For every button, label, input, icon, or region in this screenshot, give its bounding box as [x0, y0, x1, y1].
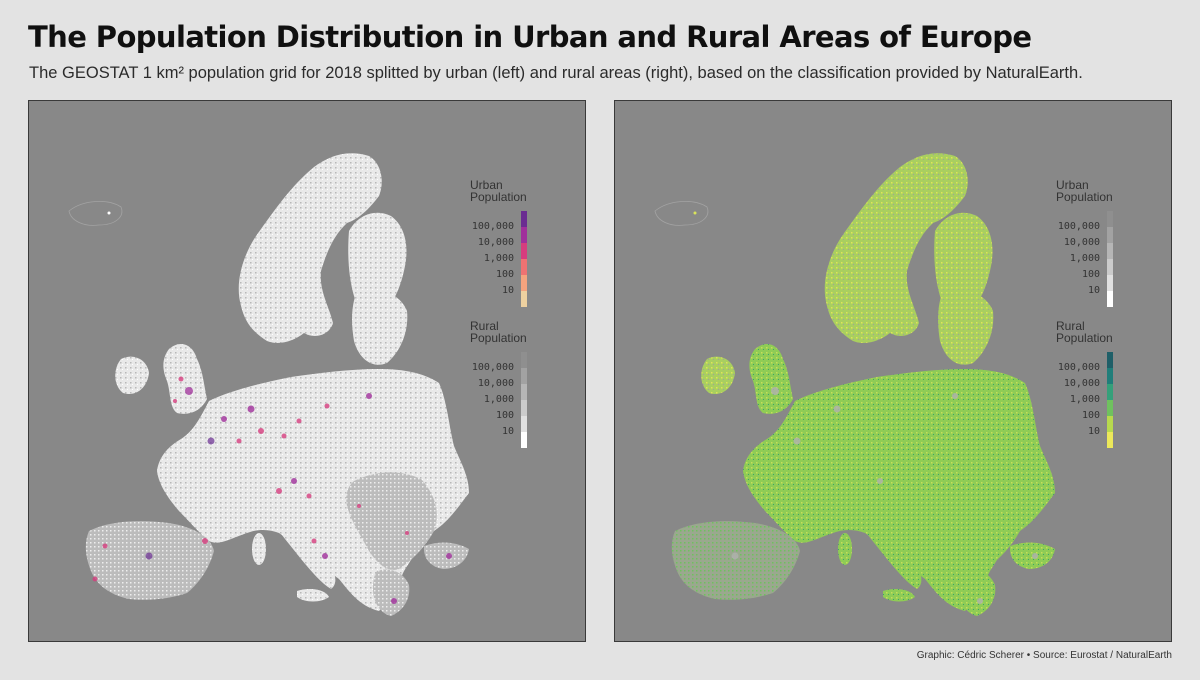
- legend-tick-10000: 10,000: [477, 378, 514, 389]
- legend-title: Rural Population: [470, 319, 527, 345]
- legend-ticks: 100,000 10,000 1,000 100 10: [1056, 360, 1100, 440]
- legend-ticks: 100,000 10,000 1,000 100 10: [470, 360, 514, 440]
- urban-population-legend: Urban Population 100,000 10,000 1,000 10…: [470, 179, 580, 307]
- legend-swatch: [1107, 432, 1113, 448]
- ireland-land: [115, 356, 149, 395]
- legend-swatch: [521, 400, 527, 416]
- legend-color-bar: [521, 211, 527, 307]
- legend-tick-10000: 10,000: [1063, 237, 1100, 248]
- legend-title: Rural Population: [1056, 319, 1113, 345]
- urban-gaps: [693, 211, 1038, 604]
- legend-swatch: [1107, 243, 1113, 259]
- legend-swatch: [521, 291, 527, 307]
- legend-tick-10: 10: [501, 426, 514, 437]
- page-title: The Population Distribution in Urban and…: [28, 20, 1032, 54]
- greece-land: [373, 569, 410, 616]
- legend-title: Urban Population: [1056, 178, 1113, 204]
- legend-tick-1000: 1,000: [1069, 253, 1100, 264]
- europe-urban-map: [68, 153, 469, 616]
- legend-swatch: [521, 352, 527, 368]
- land-masses: [68, 153, 469, 616]
- legend-tick-1000: 1,000: [483, 394, 514, 405]
- legend-tick-100: 100: [495, 410, 514, 421]
- legend-tick-100: 100: [1081, 410, 1100, 421]
- land-masses: [654, 153, 1055, 616]
- legend-swatch: [1107, 416, 1113, 432]
- urban-map-panel: Urban Population 100,000 10,000 1,000 10…: [28, 100, 586, 642]
- page-subtitle: The GEOSTAT 1 km² population grid for 20…: [29, 64, 1083, 82]
- rural-population-legend: Rural Population 100,000 10,000 1,000 10…: [470, 320, 580, 448]
- legend-color-bar: [521, 352, 527, 448]
- iceland-land: [68, 201, 123, 226]
- legend-swatch: [1107, 291, 1113, 307]
- legend-swatch: [1107, 227, 1113, 243]
- baltics-land: [352, 289, 408, 365]
- legend-tick-100: 100: [495, 269, 514, 280]
- italy-land: [270, 500, 336, 589]
- urban-hotspots: [92, 211, 452, 604]
- legend-tick-10000: 10,000: [1063, 378, 1100, 389]
- legend-swatch: [1107, 211, 1113, 227]
- legend-ticks: 100,000 10,000 1,000 100 10: [1056, 219, 1100, 299]
- legend-color-bar: [1107, 352, 1113, 448]
- legend-tick-10: 10: [501, 285, 514, 296]
- legend-tick-100000: 100,000: [471, 221, 514, 232]
- legend-swatch: [521, 243, 527, 259]
- legend-tick-100000: 100,000: [1057, 362, 1100, 373]
- source-caption: Graphic: Cédric Scherer • Source: Eurost…: [916, 650, 1172, 661]
- legend-swatch: [1107, 368, 1113, 384]
- legend-tick-100: 100: [1081, 269, 1100, 280]
- legend-swatch: [521, 211, 527, 227]
- finland-land: [348, 212, 407, 313]
- legend-swatch: [521, 432, 527, 448]
- legend-tick-10: 10: [1087, 426, 1100, 437]
- legend-ticks: 100,000 10,000 1,000 100 10: [470, 219, 514, 299]
- legend-swatch: [521, 275, 527, 291]
- legend-title: Urban Population: [470, 178, 527, 204]
- legend-swatch: [521, 259, 527, 275]
- legend-swatch: [1107, 352, 1113, 368]
- scandinavia-land: [238, 153, 382, 344]
- legend-tick-1000: 1,000: [483, 253, 514, 264]
- balkans-land: [346, 472, 437, 570]
- iberia-land: [85, 521, 214, 600]
- legend-color-bar: [1107, 211, 1113, 307]
- legend-swatch: [521, 384, 527, 400]
- legend-tick-100000: 100,000: [471, 362, 514, 373]
- legend-tick-100000: 100,000: [1057, 221, 1100, 232]
- legend-tick-10000: 10,000: [477, 237, 514, 248]
- legend-swatch: [521, 368, 527, 384]
- legend-tick-1000: 1,000: [1069, 394, 1100, 405]
- rural-map-panel: Urban Population 100,000 10,000 1,000 10…: [614, 100, 1172, 642]
- rural-population-legend: Rural Population 100,000 10,000 1,000 10…: [1056, 320, 1166, 448]
- europe-rural-map: [654, 153, 1055, 616]
- legend-swatch: [1107, 275, 1113, 291]
- legend-swatch: [1107, 259, 1113, 275]
- legend-tick-10: 10: [1087, 285, 1100, 296]
- britain-land: [163, 344, 207, 414]
- urban-population-legend: Urban Population 100,000 10,000 1,000 10…: [1056, 179, 1166, 307]
- legend-swatch: [521, 416, 527, 432]
- legend-swatch: [1107, 400, 1113, 416]
- legend-swatch: [1107, 384, 1113, 400]
- legend-swatch: [521, 227, 527, 243]
